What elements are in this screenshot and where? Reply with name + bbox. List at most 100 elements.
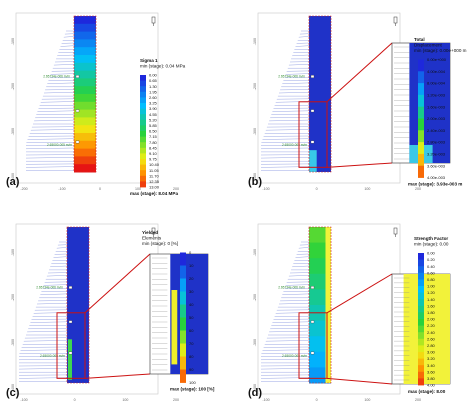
support-line [60, 45, 75, 47]
support-line [57, 54, 75, 56]
y-tick-label: -300 [11, 339, 15, 346]
legend-swatch [418, 153, 424, 167]
legend-title-line: Total [414, 37, 425, 42]
point-label: 2.65734e-006 m/m [278, 74, 305, 78]
monitor-point [75, 75, 80, 78]
legend-level-label: 0.60 [427, 270, 436, 275]
sigma1-contour-band [74, 148, 96, 157]
legend-swatch [180, 291, 186, 305]
legend-level-label: 1.20e-003 [427, 93, 446, 98]
panel-c-plot: -100-200-300-400-100 0 100 2002.65734e-006 … [6, 223, 215, 402]
legend-level-label: 0.00e+000 [427, 57, 447, 62]
legend-swatch [140, 114, 146, 121]
legend-swatch [140, 136, 146, 143]
support-line [40, 101, 75, 103]
legend-level-label: 2.80e-003 [427, 140, 446, 145]
legend-level-label: 10.40 [149, 162, 160, 167]
legend-level-label: 10 [189, 263, 194, 268]
legend-level-label: 3.80 [427, 376, 436, 381]
support-line [20, 349, 68, 351]
point-label: 2.65734e-006 m/m [278, 285, 305, 289]
monitor-point [310, 75, 315, 78]
legend-swatch [140, 119, 146, 126]
sigma1-contour-band [74, 156, 96, 165]
legend-level-label: 3.60e-003 [427, 163, 446, 168]
legend-swatch [140, 97, 146, 104]
y-tick-label: -400 [11, 173, 15, 180]
sigma1-contour-band [74, 164, 96, 173]
legend-level-label: 2.60 [149, 95, 158, 100]
legend-swatch [418, 371, 424, 379]
support-line [63, 36, 75, 38]
strength-edge [325, 227, 331, 383]
legend-level-label: 100 [189, 380, 196, 385]
monitor-point [68, 320, 73, 324]
legend-level-label: 90 [189, 367, 194, 372]
legend-swatch [180, 265, 186, 279]
point-label-lower: 2.65000-005 m/m [47, 143, 72, 147]
legend-swatch [418, 59, 424, 72]
legend-swatch [418, 352, 424, 359]
legend-swatch [140, 108, 146, 115]
y-tick-label: -100 [11, 38, 15, 45]
legend-level-label: 30 [189, 289, 194, 294]
legend-level-label: 2.00 [427, 317, 436, 322]
panel-d-strength-factor: -100 -200 -300 -400 -100 0 100 200 2.65734e-006 … [244, 214, 471, 410]
legend-swatch [418, 312, 424, 320]
support-line [292, 265, 310, 267]
displacement-field [309, 16, 331, 172]
yielded-field [67, 227, 89, 383]
support-line [288, 64, 310, 66]
x-tick-label: 100 [364, 187, 370, 191]
legend-swatch [180, 252, 186, 266]
legend-swatch [418, 118, 424, 131]
legend-level-label: 0.40 [427, 264, 436, 269]
legend-swatch [140, 181, 146, 188]
legend-max-label: max (stage): 8.04 MPa [130, 191, 178, 196]
legend-swatch [140, 86, 146, 93]
sigma1-contour-band [74, 47, 96, 56]
legend-title-line: Yielded [142, 230, 158, 235]
panel-a-plot: -100 -200 -300 -400 -200 -100 0 100 200 2.65734e-… [6, 12, 186, 196]
excavation-outline [308, 15, 332, 173]
panel-d-plot: -100 -200 -300 -400 -100 0 100 200 2.65734e-006 … [248, 223, 451, 402]
support-line [282, 82, 310, 84]
legend-level-label: 60 [189, 328, 194, 333]
x-tick-label: 0 [316, 398, 318, 402]
legend-swatch [418, 378, 424, 386]
y-tick-label: -100 [11, 249, 15, 256]
legend-level-label: 2.20 [427, 323, 436, 328]
support-line [18, 368, 68, 370]
x-tick-label: 0 [99, 187, 101, 191]
legend-level-label: 2.60 [427, 336, 436, 341]
x-tick-label: 100 [122, 398, 128, 402]
legend-swatch [140, 147, 146, 154]
legend-title-line: min (stage): 0.00 [414, 242, 449, 247]
legend-swatch [418, 325, 424, 333]
support-line [295, 256, 310, 258]
x-tick-label: -200 [20, 187, 27, 191]
legend-swatch [140, 75, 146, 81]
y-tick-label: -300 [11, 128, 15, 135]
zoom-region [298, 101, 328, 168]
legend-level-label: 0.00 [427, 251, 436, 256]
x-tick-label: 200 [415, 187, 421, 191]
displacement-hotspot [309, 150, 317, 172]
support-line [282, 293, 310, 295]
x-tick-label: 0 [74, 398, 76, 402]
point-label-lower: 2.65000-005 m/m [282, 354, 307, 358]
point-label-lower: 2.65000-005 m/m [40, 354, 65, 358]
legend-level-label: 50 [189, 315, 194, 320]
monitor-point [310, 109, 315, 113]
legend-swatch [180, 304, 186, 318]
legend-swatch [418, 299, 424, 307]
point-label: 2.65734e-006 m/m [43, 74, 70, 78]
legend-swatch [140, 153, 146, 160]
legend-swatch [418, 253, 424, 260]
y-tick-label: -200 [253, 294, 257, 301]
legend-level-label: 0.00 [149, 73, 158, 78]
x-tick-label: 100 [135, 187, 141, 191]
legend-swatch [140, 159, 146, 165]
panel-c-yielded-elements: -100 -200 -300 -400 -100 0 100 200 2.65734e-006 … [2, 214, 229, 410]
zoom-region [56, 312, 86, 379]
